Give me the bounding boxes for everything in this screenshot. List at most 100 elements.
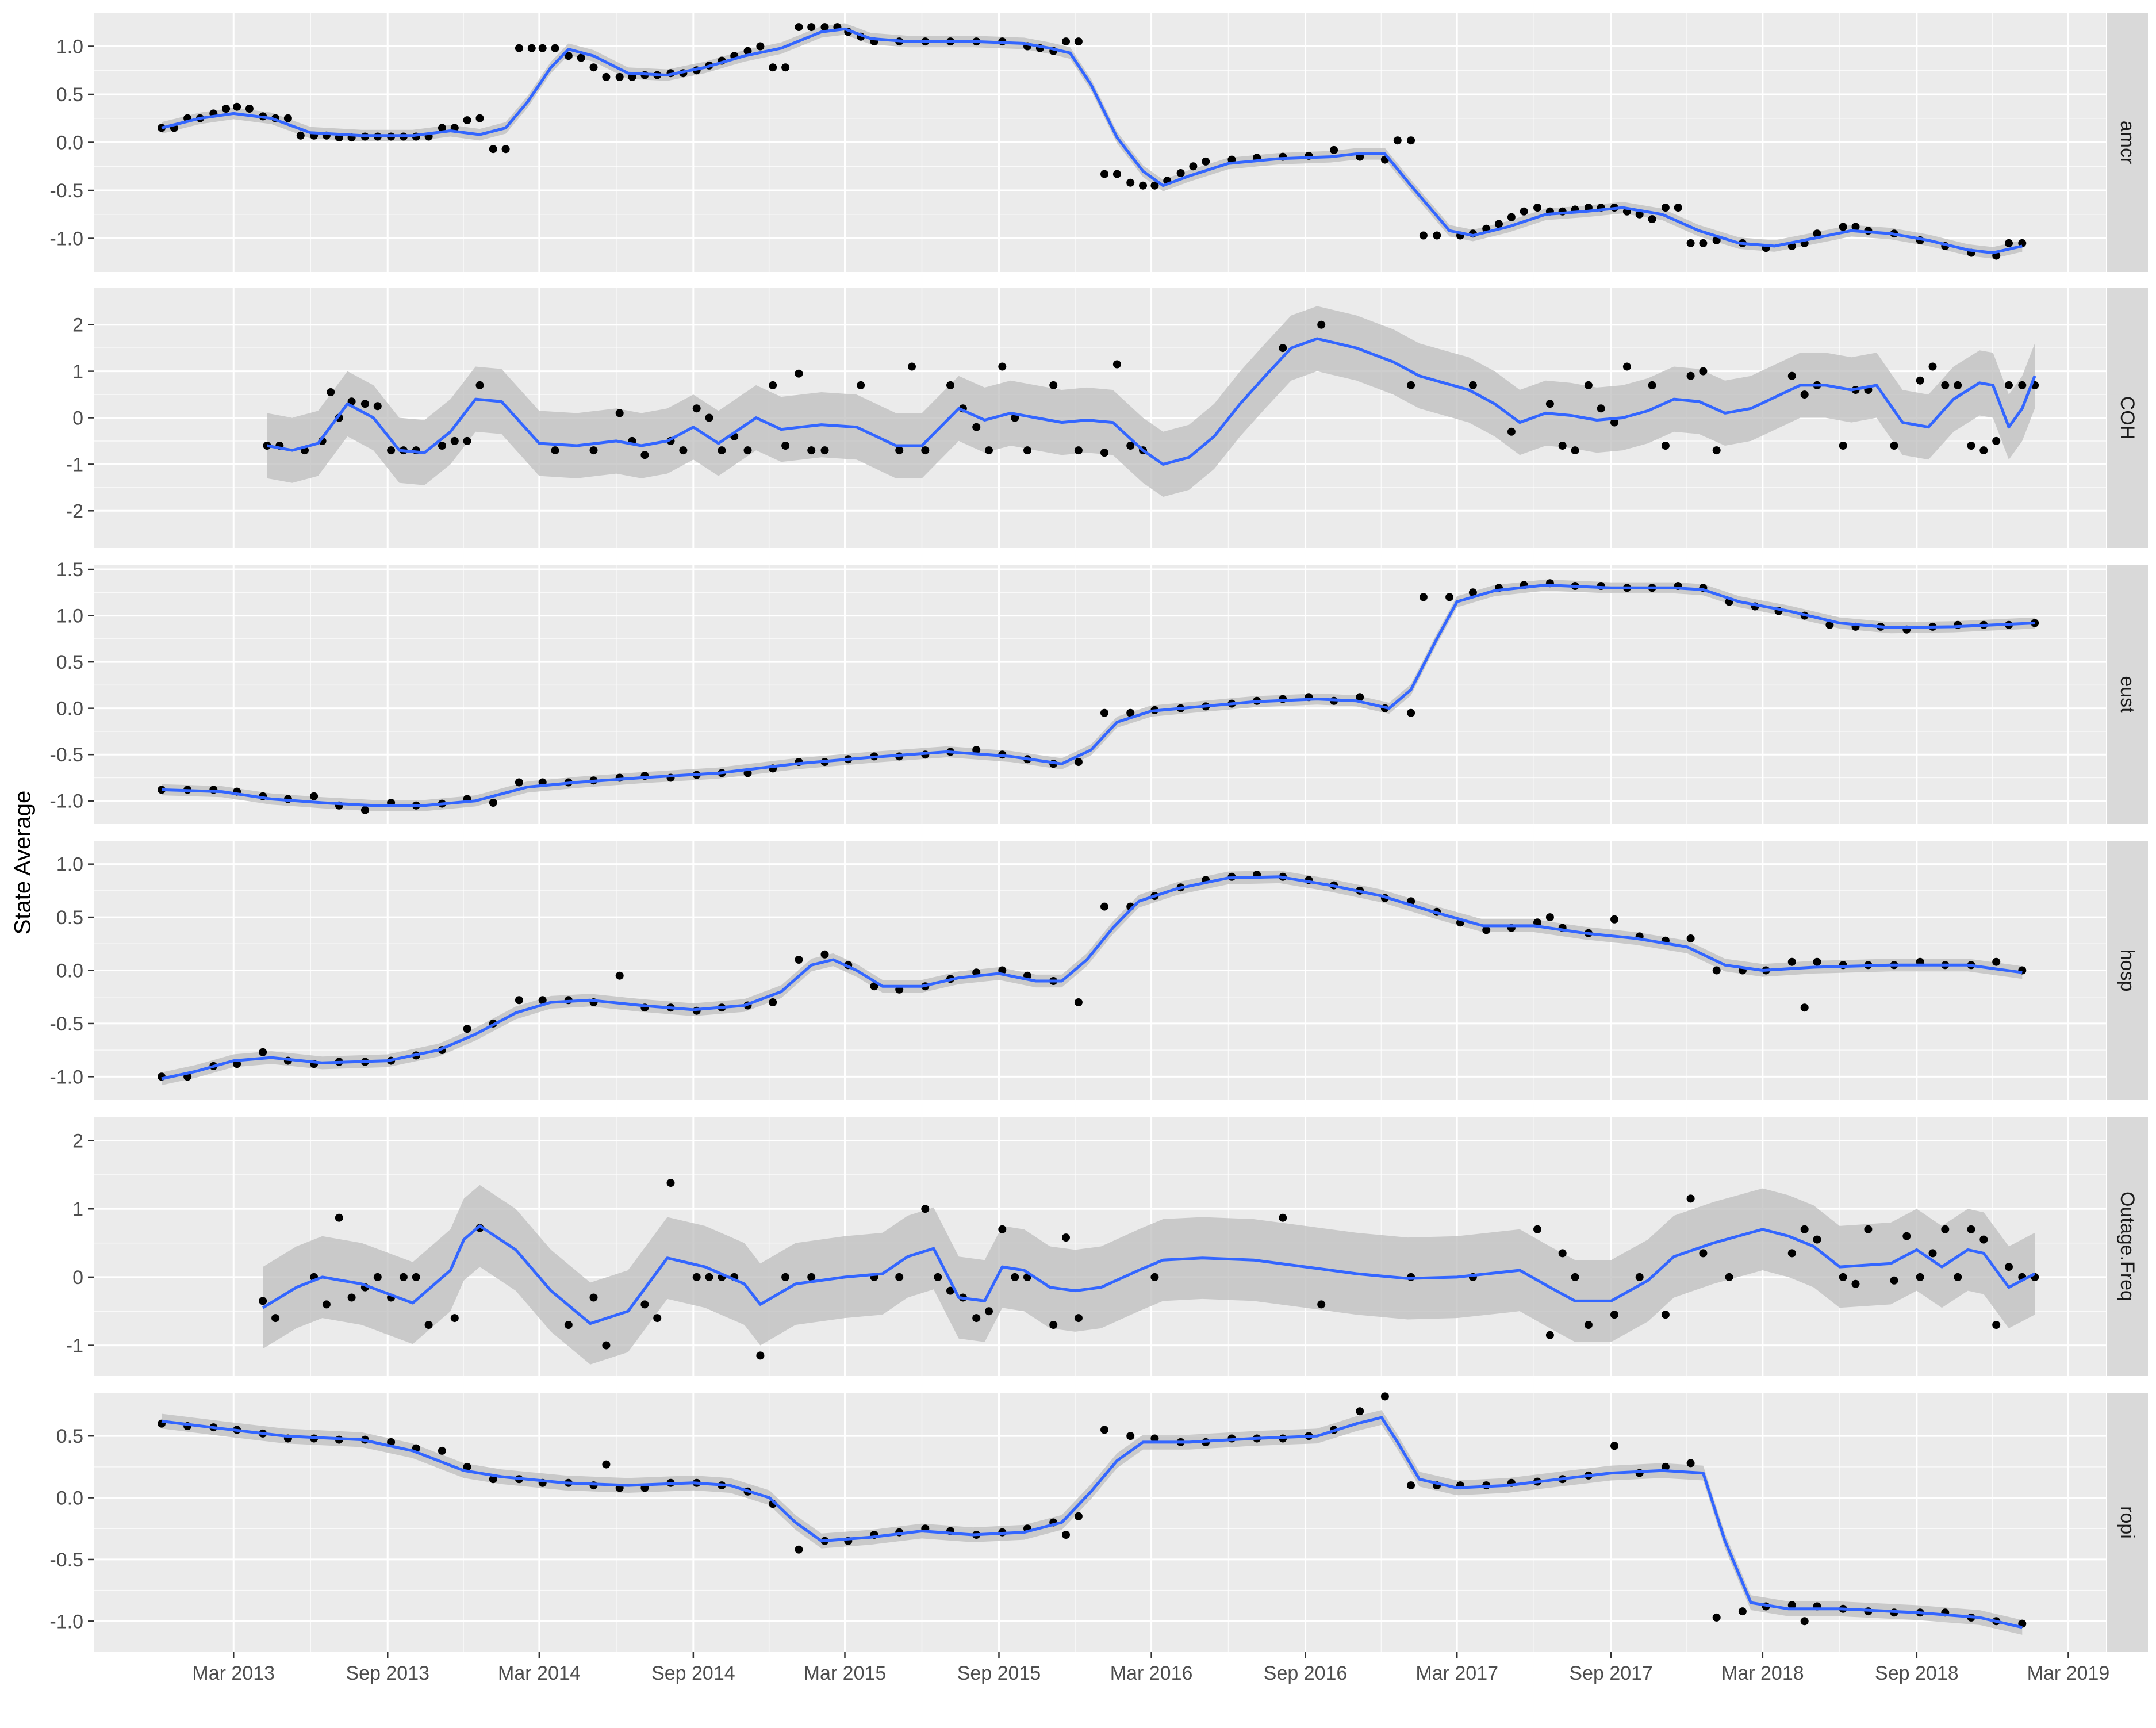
data-point <box>538 44 547 52</box>
data-point <box>463 1462 471 1471</box>
data-point <box>1954 381 1962 389</box>
x-tick-label: Mar 2019 <box>2027 1662 2110 1684</box>
data-point <box>489 145 497 154</box>
data-point <box>412 1273 420 1281</box>
data-point <box>666 1179 675 1187</box>
data-point <box>1661 1462 1670 1471</box>
confidence-ribbon <box>263 1185 2035 1365</box>
data-point <box>756 1351 765 1360</box>
data-point <box>1074 446 1083 455</box>
y-tick-label: 0.0 <box>56 960 83 982</box>
data-point <box>1189 162 1198 171</box>
data-point <box>1419 231 1428 240</box>
data-point <box>807 23 816 32</box>
facet-panel-eust: -1.0 -0.5 0.0 0.5 1.0 1.5 eust <box>49 559 2148 824</box>
facet-strip-label: eust <box>2116 676 2138 713</box>
y-tick-label: -1 <box>66 1335 83 1357</box>
data-point <box>1954 1273 1962 1281</box>
data-point <box>1712 966 1721 975</box>
data-point <box>1062 1531 1070 1539</box>
y-tick-label: 1 <box>72 361 83 383</box>
data-point <box>857 381 865 389</box>
data-point <box>756 42 765 51</box>
data-point <box>934 1273 942 1281</box>
facet-strip-label: amcr <box>2116 121 2138 164</box>
data-point <box>1126 1432 1135 1440</box>
data-point <box>705 413 713 422</box>
y-tick-label: 2 <box>72 315 83 336</box>
data-point <box>1712 446 1721 455</box>
facet-panel-amcr: -1.0 -0.5 0.0 0.5 1.0 amcr <box>49 13 2148 272</box>
data-point <box>1864 1225 1873 1233</box>
confidence-ribbon <box>267 306 2035 497</box>
data-point <box>387 446 396 455</box>
data-point <box>1279 1213 1287 1222</box>
data-point <box>1661 204 1670 212</box>
data-point <box>1979 1235 1988 1244</box>
data-point <box>577 53 585 62</box>
data-point <box>1150 1434 1159 1443</box>
data-point <box>335 1213 343 1222</box>
data-point <box>807 446 816 455</box>
facet-strip-label: ropi <box>2116 1506 2138 1539</box>
data-point <box>1126 708 1135 717</box>
data-point <box>475 381 484 389</box>
y-tick-label: -1 <box>66 454 83 476</box>
data-point <box>946 1286 954 1295</box>
data-point <box>1126 442 1135 450</box>
data-point <box>692 404 701 413</box>
x-tick-label: Sep 2018 <box>1875 1662 1959 1684</box>
data-point <box>1622 362 1631 371</box>
data-point <box>1520 207 1528 216</box>
data-point <box>1725 1273 1733 1281</box>
data-point <box>360 806 369 814</box>
data-point <box>1139 181 1147 190</box>
data-point <box>1317 1300 1326 1309</box>
data-point <box>1062 37 1070 46</box>
y-tick-label: -0.5 <box>49 744 83 766</box>
data-point <box>795 23 803 32</box>
data-point <box>1584 381 1593 389</box>
data-point <box>1545 913 1554 922</box>
facet-strip-label: Outage.Freq <box>2116 1191 2138 1301</box>
data-point <box>347 1293 356 1302</box>
y-tick-label: -1.0 <box>49 1611 83 1633</box>
data-point <box>1558 1249 1567 1258</box>
data-point <box>615 971 624 980</box>
data-point <box>1176 169 1185 177</box>
data-point <box>1851 223 1860 231</box>
data-point <box>1800 1617 1809 1626</box>
data-point <box>1610 1311 1618 1319</box>
data-point <box>1699 239 1708 247</box>
x-tick-label: Sep 2016 <box>1264 1662 1348 1684</box>
data-point <box>1661 442 1670 450</box>
data-point <box>327 388 335 396</box>
confidence-ribbon <box>162 1410 2023 1635</box>
data-point <box>1011 413 1019 422</box>
data-point <box>1407 136 1415 145</box>
data-point <box>615 72 624 81</box>
facet-strip <box>2107 1393 2148 1652</box>
data-point <box>1100 1426 1108 1434</box>
data-point <box>1648 381 1656 389</box>
y-tick-label: -1.0 <box>49 1066 83 1088</box>
data-point <box>1533 204 1541 212</box>
data-point <box>1100 170 1108 178</box>
y-tick-label: 2 <box>72 1131 83 1152</box>
data-point <box>1074 998 1083 1006</box>
data-point <box>438 124 446 132</box>
y-tick-label: 1.0 <box>56 606 83 627</box>
facet-strip <box>2107 1117 2148 1376</box>
data-point <box>1100 902 1108 911</box>
data-point <box>1407 708 1415 717</box>
smooth-line <box>267 337 2036 466</box>
data-point <box>1112 170 1121 178</box>
data-point <box>653 1314 662 1323</box>
data-point <box>1686 934 1695 942</box>
data-point <box>551 44 559 52</box>
data-point <box>946 381 954 389</box>
data-point <box>692 1273 701 1281</box>
data-point <box>1356 693 1364 702</box>
y-tick-label: 1 <box>72 1198 83 1220</box>
